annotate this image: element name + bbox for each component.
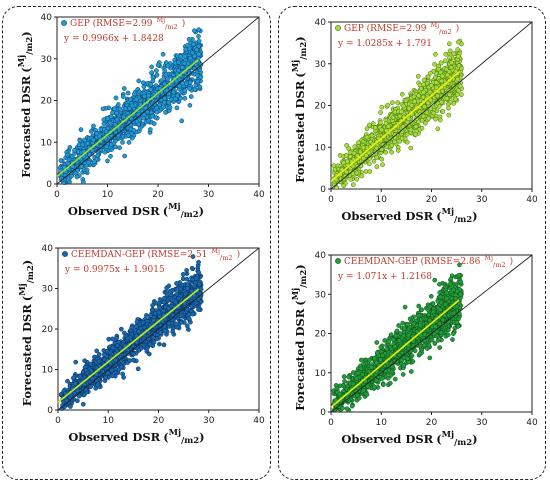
data-point <box>427 355 433 361</box>
y-tick-label: 40 <box>315 251 327 261</box>
y-tick-label: 0 <box>320 408 326 418</box>
x-tick-label: 20 <box>426 418 438 428</box>
x-tick-label: 30 <box>476 418 488 428</box>
data-point <box>105 158 110 164</box>
data-point <box>456 273 462 278</box>
x-tick-label: 40 <box>253 190 265 200</box>
data-point <box>412 348 418 354</box>
data-point <box>445 332 451 338</box>
x-tick-label: 10 <box>102 190 114 200</box>
x-tick-label: 20 <box>152 190 164 200</box>
data-point <box>405 321 410 327</box>
data-point <box>400 372 406 377</box>
y-tick-label: 0 <box>46 180 52 190</box>
x-tick-label: 0 <box>328 418 334 428</box>
x-tick-label: 30 <box>203 190 215 200</box>
data-point <box>187 102 193 108</box>
data-point <box>120 140 125 145</box>
data-point <box>388 332 394 338</box>
x-tick-label: 0 <box>54 190 60 200</box>
data-point <box>122 153 127 159</box>
data-point <box>432 341 438 346</box>
right-panel-frame <box>278 6 546 480</box>
x-tick-label: 40 <box>526 418 538 428</box>
data-point <box>428 293 434 299</box>
data-point <box>346 374 352 380</box>
y-tick-label: 20 <box>315 330 327 340</box>
data-point <box>179 118 185 124</box>
data-point <box>450 337 455 342</box>
data-point <box>394 328 400 334</box>
data-point <box>392 376 398 382</box>
data-point <box>385 375 391 381</box>
data-point <box>408 369 414 374</box>
y-tick-label: 40 <box>41 13 53 23</box>
data-point <box>437 281 442 287</box>
y-tick-label: 10 <box>41 138 53 148</box>
data-point <box>113 95 119 101</box>
data-point <box>437 345 443 350</box>
data-point <box>342 378 347 384</box>
x-tick-label: 10 <box>376 418 388 428</box>
y-tick-label: 10 <box>315 369 327 379</box>
data-point <box>380 382 386 388</box>
scatter-points <box>57 27 204 185</box>
y-tick-label: 30 <box>315 290 327 300</box>
y-tick-label: 30 <box>41 55 53 65</box>
y-tick-label: 20 <box>41 97 53 107</box>
data-point <box>174 105 180 111</box>
left-panel-frame <box>2 6 271 480</box>
data-point <box>78 127 84 132</box>
data-point <box>125 90 131 96</box>
